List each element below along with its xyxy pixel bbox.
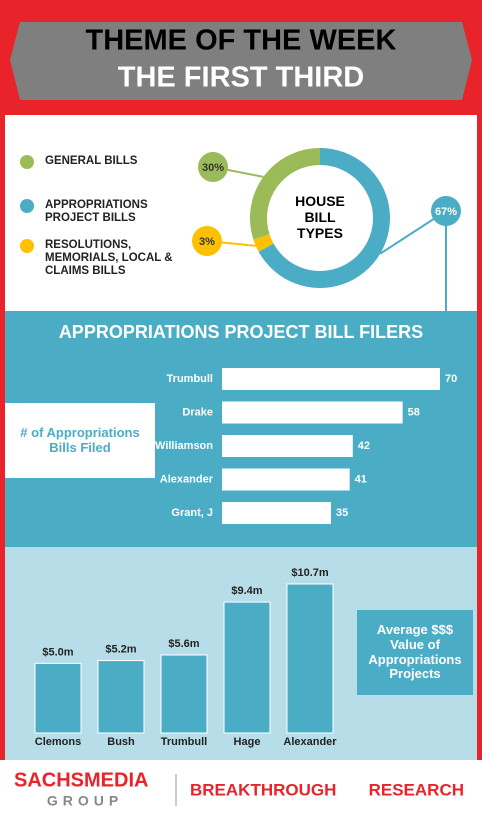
category-label: Alexander <box>160 473 214 485</box>
category-label: Hage <box>234 736 261 748</box>
category-label: Trumbull <box>167 373 213 385</box>
value-label: $9.4m <box>231 585 262 597</box>
legend-dot <box>20 155 34 169</box>
pie-center-label: HOUSE BILL TYPES <box>295 193 345 242</box>
legend-dot <box>20 199 34 213</box>
bar <box>222 401 403 424</box>
pie-slice <box>249 148 320 240</box>
hbar-axis-label: # of Appropriations Bills Filed <box>5 403 155 478</box>
value-label: 41 <box>355 473 367 485</box>
callout-bubble <box>198 152 228 182</box>
value-label: 67% <box>435 206 457 218</box>
bar <box>286 583 334 734</box>
value-label: 58 <box>408 406 420 418</box>
category-label: Bush <box>107 736 135 748</box>
footer-brand: SACHSMEDIA <box>14 769 148 791</box>
bar <box>97 660 145 734</box>
legend-label: APPROPRIATIONS PROJECT BILLS <box>45 199 148 225</box>
legend-dot <box>20 239 34 253</box>
pie-slice <box>253 234 274 252</box>
footer-tagline-bold: RESEARCH <box>369 780 464 799</box>
bar <box>222 502 331 524</box>
bar <box>34 662 82 734</box>
legend-label: GENERAL BILLS <box>45 155 138 167</box>
bar <box>222 435 353 457</box>
value-label: 35 <box>336 507 348 519</box>
value-label: 30% <box>202 162 224 174</box>
value-label: $5.2m <box>105 643 136 655</box>
category-label: Trumbull <box>161 736 207 748</box>
value-label: 42 <box>358 440 370 452</box>
footer-brand-sub: GROUP <box>47 793 123 809</box>
legend-label: RESOLUTIONS, MEMORIALS, LOCAL & CLAIMS B… <box>45 239 173 278</box>
callout-bubble <box>431 196 461 226</box>
value-label: $5.6m <box>168 638 199 650</box>
bar <box>160 654 208 734</box>
category-label: Clemons <box>35 736 81 748</box>
bar-axis-label: Average $$$ Value of Appropriations Proj… <box>357 610 473 695</box>
footer-panel <box>0 760 482 816</box>
banner <box>10 22 472 100</box>
header-subtitle: THE FIRST THIRD <box>118 62 365 94</box>
bar <box>223 601 271 734</box>
footer-tagline: BREAKTHROUGH <box>190 780 336 799</box>
hbar-title: APPROPRIATIONS PROJECT BILL FILERS <box>59 322 423 342</box>
bar <box>222 368 440 390</box>
callout-bubble <box>192 226 222 256</box>
bar <box>222 468 350 491</box>
value-label: 3% <box>199 236 215 248</box>
header-title: THEME OF THE WEEK <box>86 25 397 57</box>
category-label: Drake <box>182 406 213 418</box>
category-label: Grant, J <box>171 507 213 519</box>
pie-panel <box>5 115 477 311</box>
category-label: Williamson <box>155 440 213 452</box>
value-label: 70 <box>445 373 457 385</box>
value-label: $5.0m <box>42 646 73 658</box>
value-label: $10.7m <box>291 567 329 579</box>
category-label: Alexander <box>283 736 337 748</box>
